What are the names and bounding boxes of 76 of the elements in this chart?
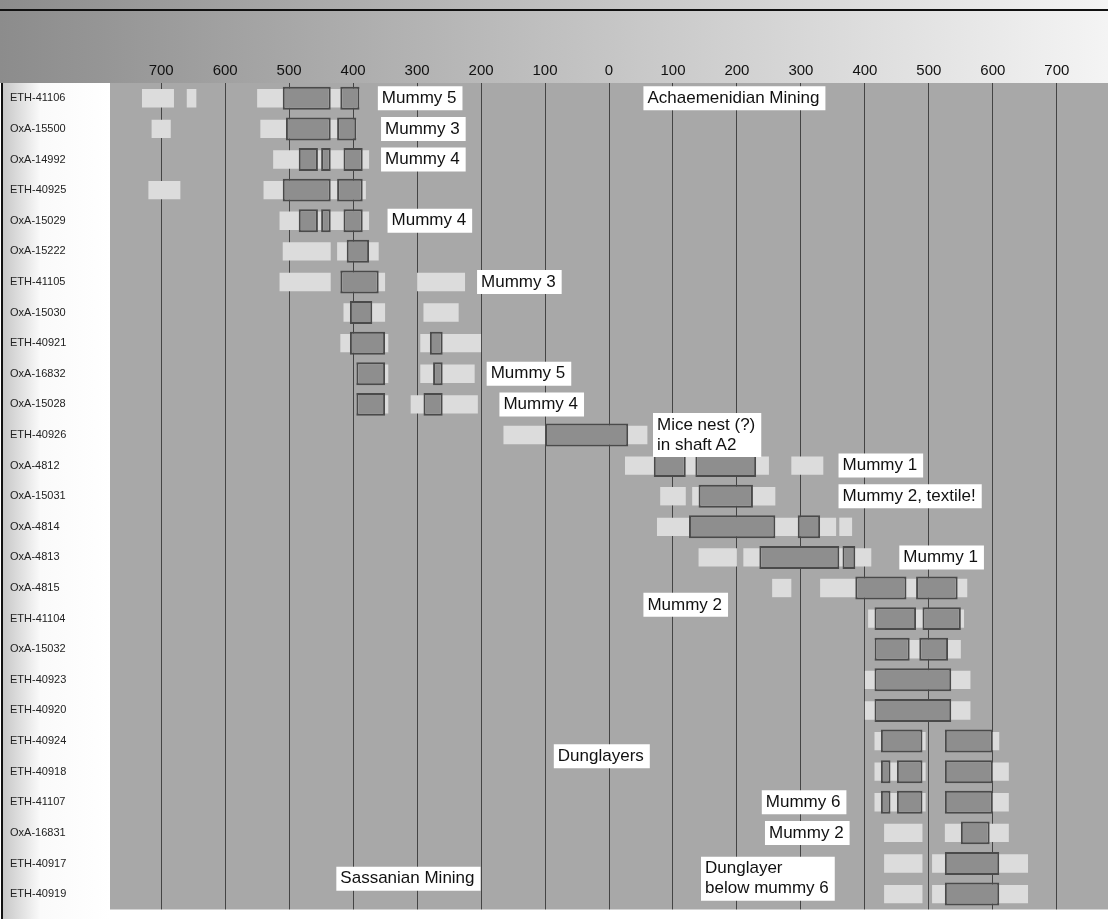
y-tick-label: ETH-40920: [10, 703, 67, 716]
bar: [660, 487, 686, 506]
bar: [772, 578, 792, 598]
x-tick-label: 600: [212, 61, 238, 79]
x-tick-label: 300: [788, 61, 814, 79]
y-tick-label: ETH-40923: [10, 672, 67, 685]
annotation: Mice nest (?) in shaft A2: [657, 414, 756, 454]
x-tick-label: 600: [980, 61, 1006, 79]
x-tick-label: 400: [852, 61, 878, 79]
x-tick-label: 700: [1044, 61, 1070, 79]
y-tick-label: OxA-16831: [10, 825, 66, 838]
annotation: Mummy 5: [381, 87, 457, 107]
y-tick-label: ETH-41107: [10, 795, 66, 808]
bar: [417, 272, 466, 292]
x-tick-label: 100: [532, 61, 558, 79]
annotation: Mummy 1: [842, 455, 918, 475]
y-tick-label: ETH-40924: [10, 734, 67, 747]
bar: [839, 517, 853, 536]
bar: [151, 119, 171, 139]
y-tick-label: OxA-15029: [10, 213, 66, 226]
y-tick-label: OxA-15028: [10, 397, 66, 410]
y-tick-label: OxA-4812: [10, 458, 60, 471]
annotation: Mummy 4: [385, 149, 460, 169]
y-tick-label: OxA-14992: [10, 152, 66, 165]
y-tick-label: OxA-15030: [10, 305, 66, 318]
x-tick-label: 200: [724, 61, 750, 79]
annotation: Mummy 2: [647, 594, 723, 614]
annotation: Mummy 4: [503, 394, 579, 414]
x-tick-label: 100: [660, 61, 686, 79]
y-tick-label: OxA-4814: [10, 519, 60, 532]
y-tick-label: ETH-40917: [10, 856, 67, 869]
annotation: Mummy 4: [391, 210, 467, 230]
bar: [791, 456, 824, 475]
annotation: Mummy 3: [481, 271, 556, 291]
bar: [141, 89, 174, 108]
x-tick-label: 500: [916, 61, 942, 79]
annotation: Mummy 1: [903, 547, 978, 567]
bar: [148, 180, 181, 200]
y-tick-label: OxA-16832: [10, 366, 66, 379]
x-tick-label: 200: [468, 61, 494, 79]
y-tick-label: OxA-4813: [10, 550, 60, 563]
annotation: Mummy 2, textile!: [842, 485, 976, 505]
x-tick-label: 400: [340, 61, 366, 79]
y-tick-label: OxA-15222: [10, 244, 66, 257]
y-tick-label: ETH-41105: [10, 274, 66, 287]
annotation: Achaemenidian Mining: [647, 87, 820, 107]
bar: [884, 854, 923, 873]
y-tick-label: ETH-40925: [10, 183, 67, 196]
y-tick-label: ETH-40919: [10, 887, 67, 900]
annotation: Dunglayer below mummy 6: [705, 858, 829, 898]
y-tick-label: OxA-15031: [10, 489, 66, 502]
annotation: Dunglayers: [557, 746, 644, 766]
annotation: Mummy 2: [768, 822, 844, 842]
bar: [282, 242, 331, 261]
annotation: Sassanian Mining: [340, 868, 475, 888]
bar: [186, 89, 197, 108]
y-tick-label: OxA-15032: [10, 642, 66, 655]
y-tick-label: OxA-15500: [10, 121, 66, 134]
x-tick-label: 0: [604, 61, 614, 79]
y-tick-label: OxA-4815: [10, 581, 60, 594]
y-tick-label: ETH-40918: [10, 764, 67, 777]
x-tick-label: 500: [276, 61, 302, 79]
y-tick-label: ETH-41106: [10, 91, 66, 104]
y-tick-label: ETH-40926: [10, 428, 67, 441]
x-tick-label: 700: [148, 61, 174, 79]
bar: [423, 303, 459, 322]
annotation: Mummy 3: [385, 118, 460, 138]
bar: [698, 548, 737, 567]
annotation: Mummy 5: [490, 363, 566, 383]
bar: [884, 823, 923, 843]
y-tick-label: ETH-40921: [10, 336, 67, 349]
bar: [884, 884, 923, 904]
bar: [279, 272, 331, 292]
annotation: Mummy 6: [765, 791, 841, 811]
x-tick-label: 300: [404, 61, 430, 79]
y-tick-label: ETH-41104: [10, 611, 66, 624]
